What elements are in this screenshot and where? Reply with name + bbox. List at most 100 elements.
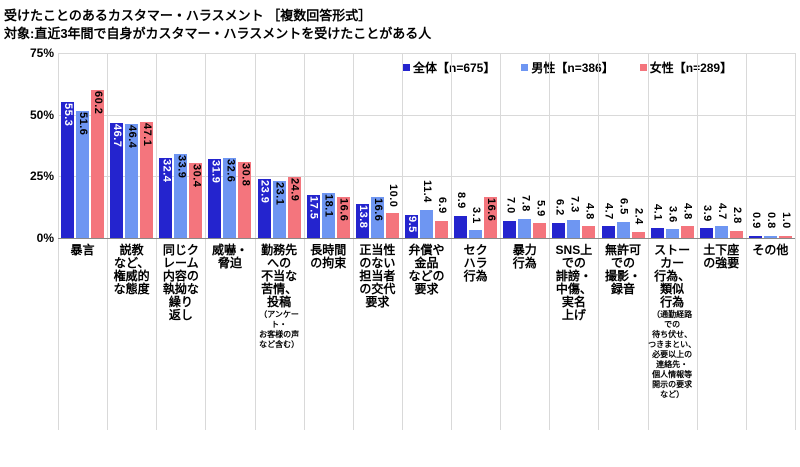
- legend-label: 女性【n=289】: [649, 61, 733, 75]
- bar-value-label: 46.7: [111, 123, 124, 148]
- bar-value-label: 55.3: [62, 102, 75, 126]
- legend-marker-square: [403, 64, 410, 71]
- bar: [61, 101, 75, 238]
- category-label: 長時間 の拘束: [304, 244, 353, 270]
- category-label-text: 弁償や 金品 などの 要求: [408, 243, 445, 296]
- chart-legend: 全体【n=675】 男性【n=386】 女性【n=289】: [403, 59, 732, 76]
- bar: [631, 232, 645, 238]
- category-label-text: SNS上 での 誹謗・ 中傷、 実名 上げ: [555, 243, 593, 322]
- bar-value-label: 17.5: [307, 195, 320, 220]
- category-label-text: 無許可 での 撮影・ 録音: [605, 243, 642, 296]
- bar: [140, 121, 154, 238]
- chart-title: 受けたことのあるカスタマー・ハラスメント ［複数回答形式］: [4, 8, 372, 23]
- gridline: [58, 176, 795, 178]
- bar: [125, 123, 139, 238]
- bar: [110, 122, 124, 238]
- bar-value-label: 16.6: [371, 198, 384, 222]
- y-axis-tick-label: 25%: [29, 169, 54, 184]
- bar-value-label: 30.4: [190, 164, 203, 188]
- bar: [533, 223, 547, 238]
- bar: [567, 219, 581, 238]
- bar: [469, 230, 483, 238]
- bar: [336, 197, 350, 238]
- bar: [582, 226, 596, 238]
- category-label: 正当性 のない 担当者 の交代 要求: [353, 244, 402, 309]
- category-separator: [549, 53, 551, 430]
- category-label: ストー カー 行為、 類似 行為 （通勤経路 での 待ち伏せ、 つきまとい、 必要…: [648, 244, 697, 400]
- category-label: 威嚇・ 脅迫: [205, 244, 254, 270]
- bar-value-label: 3.9: [700, 204, 713, 222]
- bar: [287, 176, 301, 238]
- bar: [484, 197, 498, 238]
- bar: [454, 216, 468, 238]
- category-separator: [352, 53, 354, 430]
- category-label: 暴言: [58, 244, 107, 257]
- bar: [174, 154, 188, 238]
- legend-label: 全体【n=675】: [413, 61, 496, 75]
- bar: [370, 197, 384, 238]
- bar-value-label: 13.8: [356, 204, 369, 229]
- bar: [680, 226, 694, 238]
- category-label-text: 同じク レーム 内容の 執拗な 繰り 返し: [162, 243, 199, 322]
- bar-value-label: 47.1: [141, 122, 154, 147]
- bar-value-label: 0.8: [764, 212, 777, 230]
- category-label-text: 土下座 の強要: [703, 243, 740, 270]
- category-label: 勤務先 への 不当な 苦情、 投稿 （アンケート・ お客様の声 など含む）: [255, 244, 304, 350]
- bar-value-label: 2.4: [632, 208, 645, 226]
- bar-value-label: 51.6: [77, 111, 90, 136]
- bar-value-label: 30.8: [239, 163, 252, 187]
- category-separator: [401, 53, 403, 430]
- gridline: [58, 53, 795, 54]
- bar: [503, 220, 517, 238]
- bar: [76, 110, 90, 238]
- category-label: その他: [746, 244, 795, 257]
- bar-value-label: 6.2: [553, 199, 566, 216]
- category-separator: [795, 53, 796, 430]
- bar: [616, 221, 630, 238]
- legend-item: 男性【n=386】: [521, 59, 614, 76]
- bar-value-label: 0.9: [749, 212, 762, 229]
- category-separator: [696, 53, 698, 430]
- category-label-text: セク ハラ 行為: [463, 243, 488, 283]
- bar: [272, 181, 286, 238]
- category-label: 弁償や 金品 などの 要求: [402, 244, 451, 296]
- bar: [223, 157, 237, 238]
- category-separator: [598, 53, 600, 430]
- bar: [650, 227, 664, 238]
- bar: [91, 89, 105, 238]
- bar-value-label: 10.0: [386, 183, 399, 207]
- bar-value-label: 8.9: [455, 192, 468, 210]
- bar: [257, 179, 271, 238]
- bar-value-label: 5.9: [534, 199, 547, 217]
- category-label: 無許可 での 撮影・ 録音: [598, 244, 647, 296]
- bar-value-label: 18.1: [322, 194, 335, 218]
- category-label: SNS上 での 誹謗・ 中傷、 実名 上げ: [549, 244, 598, 322]
- bar-value-label: 7.8: [519, 195, 532, 212]
- bar-value-label: 33.9: [175, 155, 188, 179]
- bar-value-label: 23.1: [273, 182, 286, 206]
- category-label-text: 勤務先 への 不当な 苦情、 投稿: [261, 243, 298, 309]
- bar-value-label: 4.8: [681, 202, 694, 220]
- category-label-note: （アンケート・ お客様の声 など含む）: [259, 310, 300, 349]
- bar: [729, 231, 743, 238]
- category-label: 土下座 の強要: [697, 244, 746, 270]
- bar-value-label: 1.0: [779, 211, 792, 229]
- bar: [420, 209, 433, 238]
- bar-value-label: 2.8: [730, 207, 743, 225]
- bar: [321, 193, 335, 238]
- category-label-text: 威嚇・ 脅迫: [211, 243, 248, 270]
- y-axis-tick-label: 0%: [36, 231, 54, 245]
- bar: [159, 158, 173, 238]
- category-label-text: 説教 など、 権威的 な態度: [113, 243, 150, 296]
- bar: [748, 235, 762, 238]
- bar: [306, 194, 320, 238]
- bar-value-label: 24.9: [288, 177, 301, 201]
- bar-value-label: 60.2: [92, 90, 105, 114]
- bar-value-label: 11.4: [421, 180, 433, 203]
- bar-value-label: 9.5: [406, 215, 418, 233]
- category-label: 同じク レーム 内容の 執拗な 繰り 返し: [156, 244, 205, 322]
- bar-value-label: 7.0: [504, 197, 517, 214]
- bar-value-label: 16.6: [337, 198, 350, 222]
- bar-value-label: 3.6: [666, 205, 679, 223]
